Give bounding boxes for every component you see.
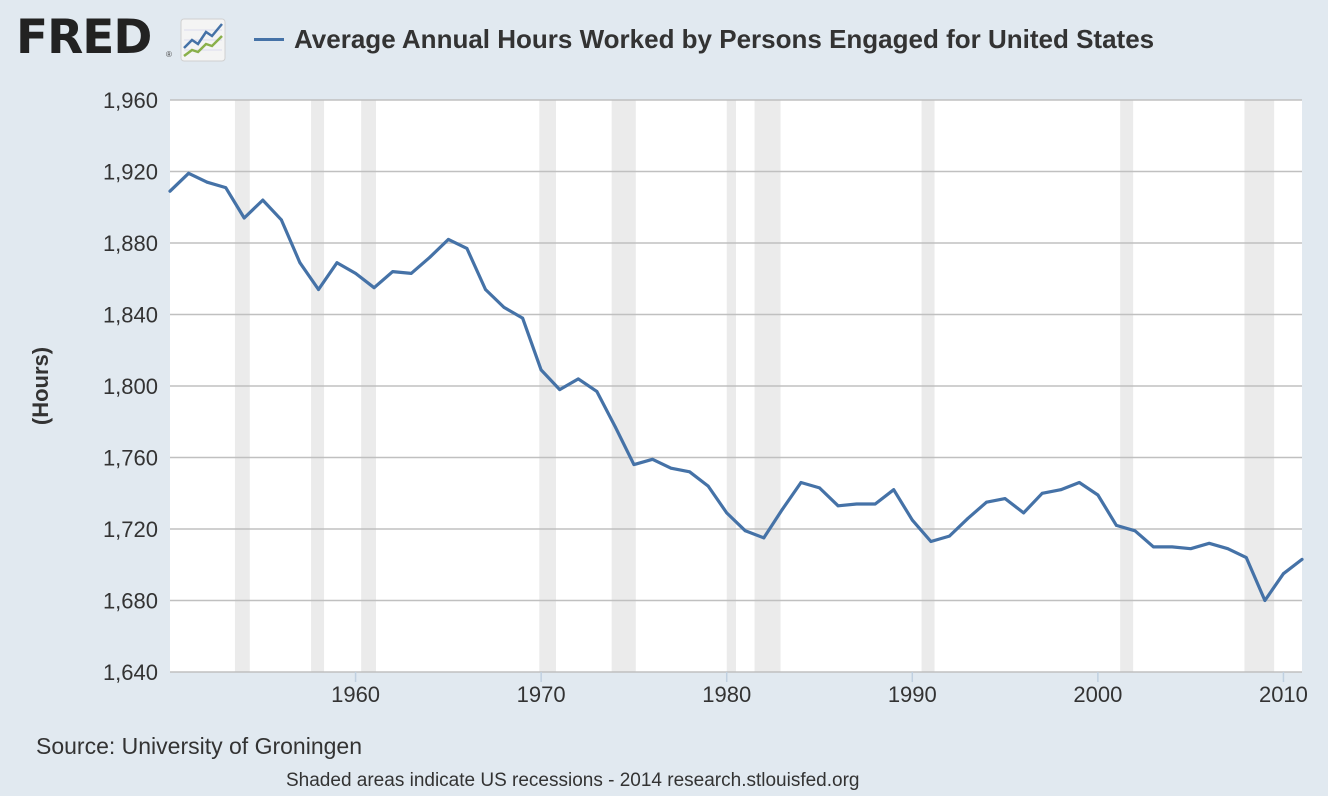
- data-point: [168, 189, 172, 193]
- y-tick-label: 1,920: [103, 160, 158, 185]
- y-tick-label: 1,800: [103, 374, 158, 399]
- series-line: [168, 171, 1304, 603]
- data-point: [1226, 547, 1230, 551]
- data-point: [1170, 545, 1174, 549]
- fred-logo: FRED: [16, 10, 152, 65]
- data-point: [613, 425, 617, 429]
- data-point: [539, 368, 543, 372]
- gridlines: [170, 99, 1302, 673]
- data-point: [595, 389, 599, 393]
- data-point: [1244, 556, 1248, 559]
- registered-mark: ®: [166, 50, 172, 59]
- data-point: [1040, 491, 1044, 495]
- x-tick-label: 1980: [702, 682, 751, 707]
- data-point: [1207, 541, 1211, 545]
- data-point: [409, 271, 413, 275]
- data-point: [799, 481, 803, 484]
- x-axis-ticks: 1960 1970 1980 1990 2000 2010: [331, 672, 1308, 707]
- data-point: [725, 511, 729, 515]
- data-point: [446, 238, 450, 241]
- y-tick-label: 1,760: [103, 446, 158, 471]
- chart-header: FRED ® Average Annual Hours Worked by Pe…: [0, 0, 1328, 80]
- data-point: [187, 171, 190, 175]
- y-axis-ticks: 1,640 1,680 1,720 1,760 1,800 1,840 1,880 1,920…: [103, 88, 158, 685]
- footnote-text: Shaded areas indicate US recessions - 20…: [286, 770, 860, 791]
- data-point: [1282, 572, 1285, 576]
- data-point: [317, 288, 320, 291]
- y-tick-label: 1,640: [103, 660, 158, 685]
- data-point: [818, 486, 821, 490]
- data-point: [279, 218, 283, 222]
- data-point: [892, 488, 896, 492]
- fred-chart-icon: [180, 18, 226, 62]
- data-point: [762, 536, 766, 540]
- y-tick-label: 1,880: [103, 231, 158, 256]
- y-tick-label: 1,680: [103, 589, 158, 614]
- y-tick-label: 1,960: [103, 88, 158, 113]
- series-layer: [168, 171, 1304, 603]
- data-point: [391, 270, 395, 273]
- x-tick-label: 2010: [1259, 682, 1308, 707]
- data-point: [836, 504, 840, 508]
- data-point: [688, 470, 692, 474]
- data-point: [1077, 481, 1081, 484]
- data-point: [465, 246, 469, 250]
- data-point: [484, 288, 487, 291]
- data-point: [985, 500, 988, 504]
- chart-title: Average Annual Hours Worked by Persons E…: [294, 24, 1155, 54]
- x-tick-label: 1960: [331, 682, 380, 707]
- data-point: [1022, 511, 1026, 515]
- data-point: [910, 518, 914, 522]
- x-tick-label: 2000: [1073, 682, 1122, 707]
- data-point: [1003, 497, 1007, 501]
- data-point: [1263, 599, 1267, 602]
- data-point: [242, 216, 246, 220]
- data-point: [1059, 488, 1063, 492]
- data-point: [335, 261, 339, 265]
- data-point: [873, 502, 877, 506]
- data-point: [780, 507, 784, 511]
- data-point: [743, 529, 747, 533]
- data-point: [669, 466, 673, 470]
- data-point: [1300, 557, 1304, 561]
- data-point: [1133, 529, 1137, 533]
- data-point: [558, 388, 562, 391]
- legend-line: [254, 38, 284, 41]
- y-tick-label: 1,720: [103, 517, 158, 542]
- data-point: [372, 286, 376, 290]
- source-text: Source: University of Groningen: [36, 733, 362, 759]
- x-tick-label: 1990: [888, 682, 937, 707]
- data-point: [205, 180, 209, 184]
- data-point: [651, 457, 654, 461]
- data-point: [948, 534, 951, 538]
- data-point: [1096, 493, 1100, 497]
- data-point: [502, 305, 506, 309]
- data-point: [1152, 545, 1155, 549]
- data-point: [966, 516, 970, 520]
- data-point: [261, 198, 265, 202]
- data-point: [1189, 547, 1193, 551]
- data-point: [354, 271, 357, 275]
- data-point: [1115, 524, 1118, 527]
- data-point: [521, 316, 524, 320]
- x-tick-label: 1970: [517, 682, 566, 707]
- y-axis-label: (Hours): [28, 347, 53, 425]
- data-point: [632, 463, 636, 467]
- data-point: [298, 261, 302, 265]
- y-tick-label: 1,840: [103, 303, 158, 328]
- data-point: [929, 540, 933, 543]
- data-point: [224, 186, 228, 189]
- data-point: [428, 255, 432, 259]
- data-point: [576, 377, 580, 381]
- data-point: [706, 484, 710, 488]
- data-point: [855, 502, 859, 506]
